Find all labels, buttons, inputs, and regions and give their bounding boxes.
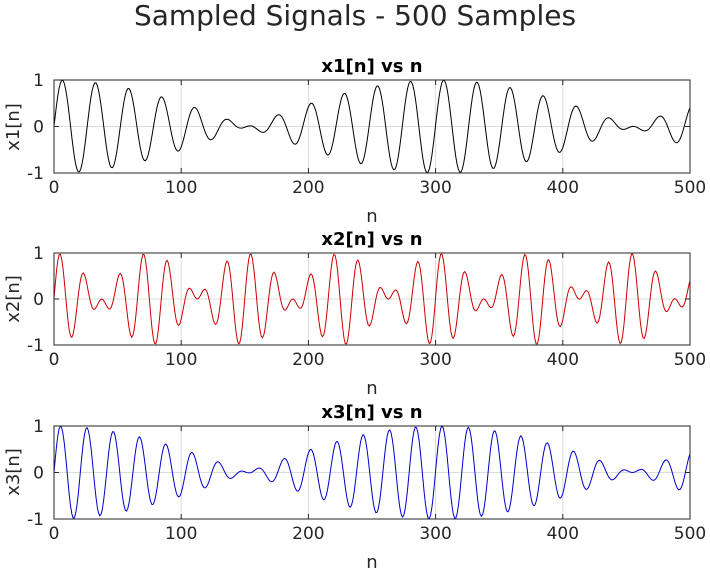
- signal-line: [53, 253, 691, 345]
- y-tick-label: 0: [33, 118, 44, 138]
- x-tick-label: 0: [49, 524, 60, 544]
- y-tick-label: -1: [27, 510, 44, 530]
- x-tick-label: 0: [49, 178, 60, 198]
- x-tick-label: 300: [419, 350, 451, 370]
- subplot-x3: x3[n] vs n 0 100 200 300 400 500-101 n x3[n]: [3, 402, 706, 573]
- x-axis-label: n: [366, 206, 377, 227]
- x-tick-label: 300: [419, 178, 451, 198]
- x-tick-label: 200: [292, 524, 324, 544]
- y-axis-label: x2[n]: [3, 275, 24, 323]
- y-tick-label: 1: [33, 417, 44, 437]
- x-tick-label: 200: [292, 178, 324, 198]
- y-tick-label: -1: [27, 164, 44, 184]
- y-tick-label: 1: [33, 71, 44, 91]
- y-axis-label: x3[n]: [3, 448, 24, 496]
- x-tick-label: 500: [674, 524, 706, 544]
- x-tick-label: 0: [49, 350, 60, 370]
- x-tick-label: 100: [165, 350, 197, 370]
- figure-title: Sampled Signals - 500 Samples: [134, 0, 576, 32]
- x-tick-label: 500: [674, 350, 706, 370]
- y-axis-label: x1[n]: [3, 103, 24, 151]
- x-tick-label: 400: [547, 524, 579, 544]
- x-tick-label: 400: [547, 178, 579, 198]
- x-tick-label: 100: [165, 524, 197, 544]
- subplot-title: x2[n] vs n: [321, 229, 422, 250]
- x-tick-label: 400: [547, 350, 579, 370]
- y-tick-label: -1: [27, 336, 44, 356]
- x-axis-label: n: [366, 378, 377, 399]
- signal-line: [53, 425, 691, 520]
- x-tick-label: 100: [165, 178, 197, 198]
- subplot-title: x1[n] vs n: [321, 56, 422, 77]
- x-tick-label: 300: [419, 524, 451, 544]
- subplot-title: x3[n] vs n: [321, 402, 422, 423]
- y-tick-label: 0: [33, 464, 44, 484]
- x-axis-label: n: [366, 552, 377, 571]
- y-tick-label: 0: [33, 290, 44, 310]
- subplot-x2: x2[n] vs n 0 100 200 300 400 500-101 n x2[n]: [3, 229, 706, 399]
- signal-line: [53, 79, 691, 174]
- x-tick-label: 200: [292, 350, 324, 370]
- subplot-x1: x1[n] vs n 0 100 200 300 400 500-101 n x1[n]: [3, 56, 706, 227]
- y-tick-label: 1: [33, 244, 44, 264]
- x-tick-label: 500: [674, 178, 706, 198]
